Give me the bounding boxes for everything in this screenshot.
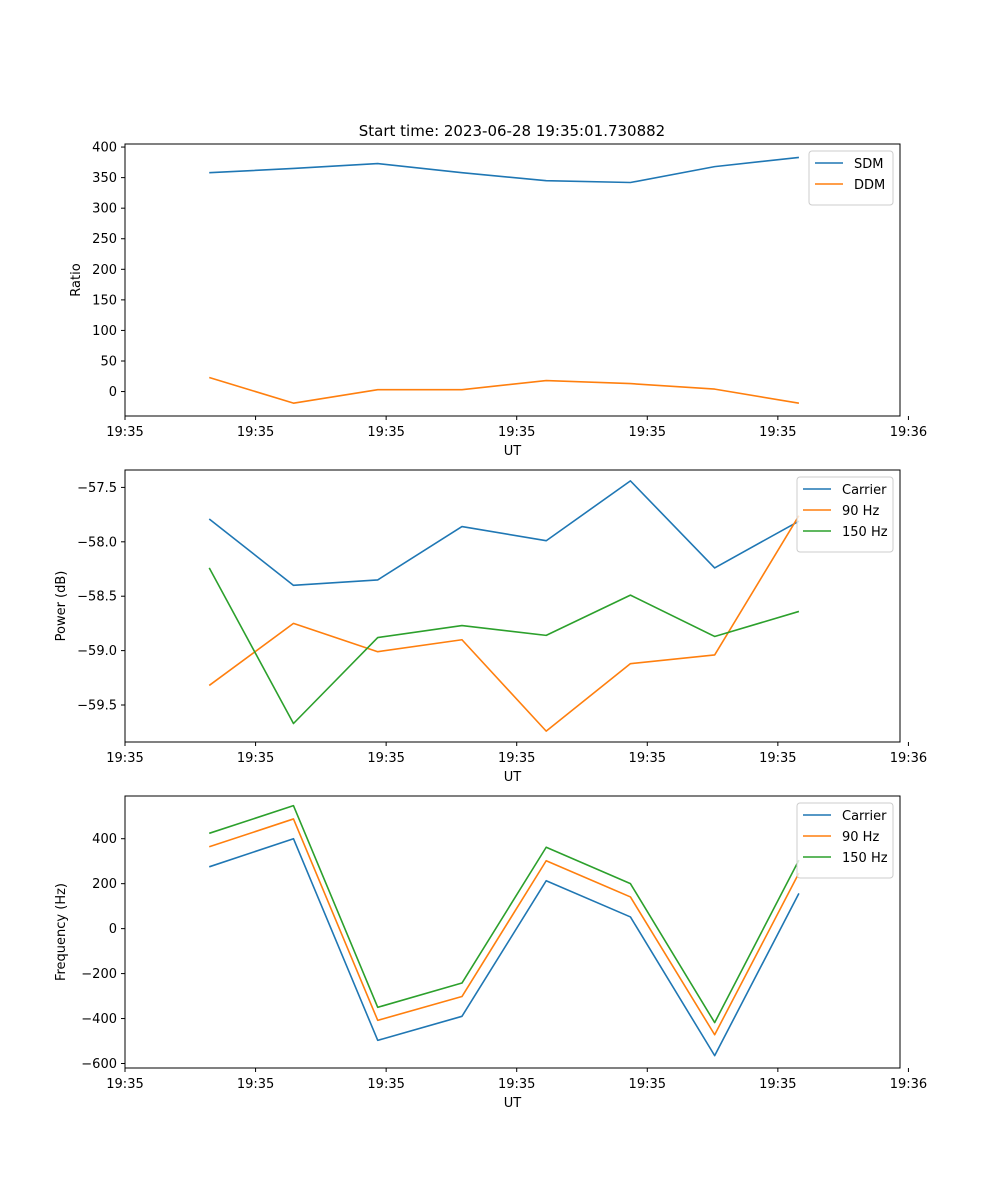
x-tick-label-2-4: 19:35: [498, 751, 535, 766]
x-tick-label-1-4: 19:35: [498, 425, 535, 440]
legend-frame-1: [808, 150, 894, 206]
y-tick-label-1-8: 350: [92, 171, 117, 186]
legend-2: Carrier 90 Hz 150 Hz: [796, 476, 894, 553]
y-tick-label-3-2: −400: [81, 1012, 117, 1027]
legend-label-2-1: Carrier: [842, 483, 887, 498]
x-tick-label-3-5: 19:35: [629, 1077, 666, 1092]
series-line-2-2: [208, 515, 800, 732]
figure-title: Start time: 2023-06-28 19:35:01.730882: [359, 122, 665, 140]
x-axis-label-3: UT: [504, 1096, 522, 1111]
x-tick-label-3-6: 19:35: [759, 1077, 796, 1092]
subplots: 0 50 100 150 200 250 300 350 400 19:35 19:35 19:35 1…: [54, 141, 927, 1111]
y-tick-label-2-3: −58.5: [77, 590, 117, 605]
y-tick-label-1-2: 50: [100, 354, 117, 369]
series-line-1-2: [209, 376, 800, 404]
legend-3: Carrier 90 Hz 150 Hz: [796, 802, 894, 879]
series-line-3-2: [208, 818, 800, 1036]
series-line-3-3: [208, 804, 800, 1024]
legend-1: SDM DDM: [808, 150, 894, 206]
y-tick-label-2-4: −58.0: [77, 535, 117, 550]
axes-frame-1: [124, 143, 901, 417]
y-axis-label-2: Power (dB): [54, 571, 69, 642]
x-tick-label-3-1: 19:35: [106, 1077, 143, 1092]
x-tick-label-3-2: 19:35: [237, 1077, 274, 1092]
subplot-1: 0 50 100 150 200 250 300 350 400 19:35 19:35 19:35 1…: [69, 141, 927, 459]
y-axis-label-1: Ratio: [69, 263, 84, 296]
x-tick-label-2-5: 19:35: [629, 751, 666, 766]
x-tick-label-1-6: 19:35: [759, 425, 796, 440]
x-tick-label-2-1: 19:35: [106, 751, 143, 766]
series-line-1-1: [209, 156, 799, 184]
y-tick-label-1-1: 0: [109, 385, 117, 400]
x-tick-label-3-4: 19:35: [498, 1077, 535, 1092]
axes-frame-3: [124, 795, 901, 1069]
x-tick-label-2-2: 19:35: [237, 751, 274, 766]
legend-label-2-2: 90 Hz: [842, 504, 879, 519]
y-tick-label-3-4: 0: [109, 922, 117, 937]
axes-frame-2: [124, 469, 901, 743]
x-tick-label-2-6: 19:35: [759, 751, 796, 766]
y-tick-label-3-3: −200: [81, 967, 117, 982]
y-tick-label-1-3: 100: [92, 324, 117, 339]
y-tick-label-2-1: −59.5: [77, 699, 117, 714]
y-tick-label-3-6: 400: [92, 832, 117, 847]
y-tick-label-1-7: 300: [92, 202, 117, 217]
x-axis-label-1: UT: [504, 444, 522, 459]
legend-label-3-2: 90 Hz: [842, 830, 879, 845]
y-tick-label-2-5: −57.5: [77, 481, 117, 496]
y-tick-label-1-9: 400: [92, 141, 117, 156]
legend-frame-3: [796, 802, 894, 879]
x-axis-label-2: UT: [504, 770, 522, 785]
x-tick-label-1-3: 19:35: [367, 425, 404, 440]
y-tick-label-1-6: 250: [92, 232, 117, 247]
y-tick-label-1-4: 150: [92, 293, 117, 308]
subplot-2: −59.5 −59.0 −58.5 −58.0 −57.5 19:35 19:35 19:35…: [54, 469, 927, 785]
legend-label-2-3: 150 Hz: [842, 525, 888, 540]
subplot-3: −600 −400 −200 0 200 400 19:35 19:35 19:35 19:35 1…: [54, 795, 927, 1111]
x-tick-label-1-2: 19:35: [237, 425, 274, 440]
y-tick-label-1-5: 200: [92, 263, 117, 278]
legend-label-3-1: Carrier: [842, 809, 887, 824]
y-tick-label-3-5: 200: [92, 877, 117, 892]
y-axis-label-3: Frequency (Hz): [54, 883, 69, 981]
series-line-3-1: [208, 837, 800, 1057]
x-tick-label-3-7: 19:36: [890, 1077, 927, 1092]
series-line-2-1: [208, 480, 800, 587]
y-tick-label-3-1: −600: [81, 1057, 117, 1072]
x-tick-label-1-5: 19:35: [629, 425, 666, 440]
legend-label-1-1: SDM: [854, 157, 883, 172]
x-tick-label-3-3: 19:35: [367, 1077, 404, 1092]
x-tick-label-2-7: 19:36: [890, 751, 927, 766]
x-tick-label-2-3: 19:35: [367, 751, 404, 766]
legend-label-1-2: DDM: [854, 178, 885, 193]
series-line-2-3: [208, 567, 800, 725]
x-tick-label-1-7: 19:36: [890, 425, 927, 440]
legend-label-3-3: 150 Hz: [842, 851, 888, 866]
y-tick-label-2-2: −59.0: [77, 644, 117, 659]
legend-frame-2: [796, 476, 894, 553]
x-tick-label-1-1: 19:35: [106, 425, 143, 440]
